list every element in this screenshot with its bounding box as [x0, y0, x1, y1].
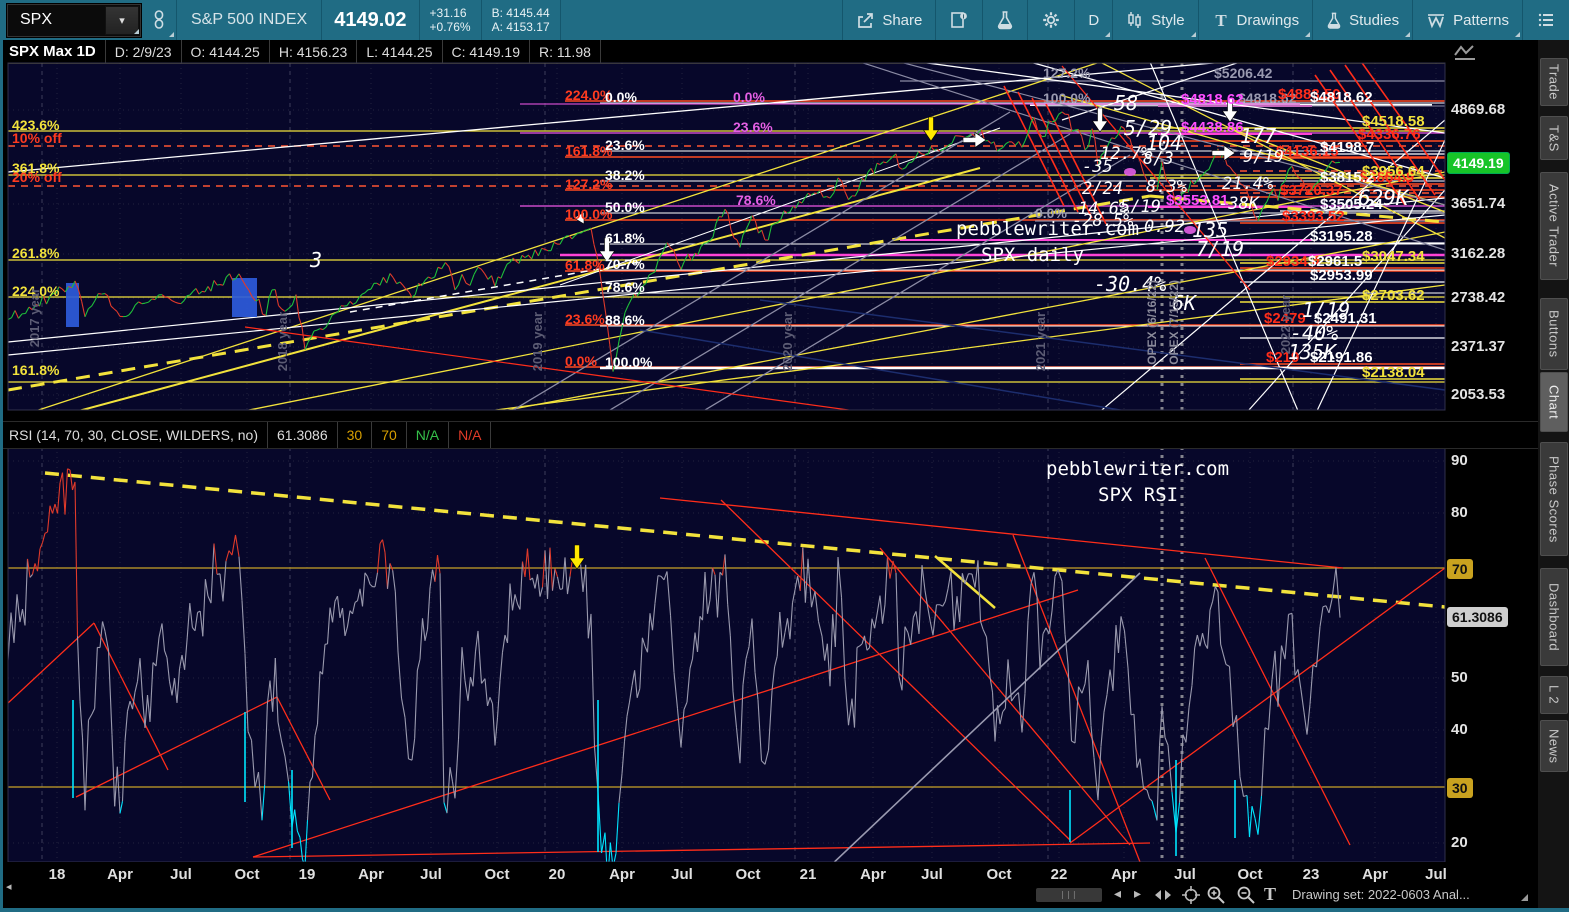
separator — [842, 0, 844, 40]
time-axis[interactable] — [0, 862, 1538, 884]
menu-icon — [1538, 13, 1553, 27]
share-button[interactable]: Share — [843, 0, 935, 40]
rsi-study-name[interactable]: RSI (14, 70, 30, CLOSE, WILDERS, no) — [0, 422, 268, 448]
separator — [982, 0, 984, 40]
gear-icon — [1043, 12, 1060, 28]
symbol-input[interactable]: SPX ▾ — [6, 2, 142, 38]
pan-icon[interactable] — [1152, 888, 1174, 902]
timeframe-button[interactable]: D — [1075, 0, 1112, 40]
left-edge-strip — [0, 40, 3, 908]
separator — [1074, 0, 1076, 40]
separator — [1027, 0, 1029, 40]
chart-title: SPX Max 1D — [0, 40, 106, 63]
rsi-na-green: N/A — [407, 422, 450, 448]
drawings-label: Drawings — [1236, 11, 1300, 29]
drawings-button[interactable]: T Drawings — [1199, 0, 1313, 40]
sidebar-tab-l-2[interactable]: L 2 — [1540, 676, 1568, 714]
menu-button[interactable] — [1523, 0, 1569, 40]
ohlc-open: O: 4144.25 — [182, 40, 270, 63]
sidebar-tab-buttons[interactable]: Buttons — [1540, 298, 1568, 370]
change-value: +31.16 — [429, 6, 467, 20]
separator — [1112, 0, 1114, 40]
sidebar-tab-chart[interactable]: Chart — [1540, 372, 1568, 432]
patterns-icon — [1428, 13, 1445, 28]
bottom-toolbar: ◂ ||| ◂ ▸ T Drawing set: 2022-0603 Anal.… — [0, 881, 1538, 908]
notes-button[interactable]: i — [936, 0, 982, 40]
bid-ask-block: B: 4145.44 A: 4153.17 — [482, 6, 560, 34]
rsi-low-level: 30 — [338, 422, 373, 448]
ohlc-range: R: 11.98 — [530, 40, 601, 63]
link-button[interactable] — [142, 0, 176, 40]
ohlc-close: C: 4149.19 — [443, 40, 530, 63]
separator — [1412, 0, 1414, 40]
sidebar-tab-t-s[interactable]: T&S — [1540, 116, 1568, 160]
patterns-label: Patterns — [1453, 11, 1509, 29]
separator — [1197, 0, 1199, 40]
separator — [1312, 0, 1314, 40]
text-tool-button[interactable]: T — [1264, 884, 1277, 904]
ohlc-header: SPX Max 1D D: 2/9/23 O: 4144.25 H: 4156.… — [0, 40, 1538, 63]
sidebar-tab-phase-scores[interactable]: Phase Scores — [1540, 442, 1568, 556]
flask-icon — [998, 11, 1013, 30]
text-tool-icon: T — [1215, 11, 1227, 30]
separator — [480, 0, 482, 40]
sidebar-tab-active-trader[interactable]: Active Trader — [1540, 172, 1568, 280]
settings-button[interactable] — [1028, 0, 1074, 40]
sidebar-tab-trade[interactable]: Trade — [1540, 58, 1568, 106]
studies-label: Studies — [1349, 11, 1400, 29]
drawing-set-caret-icon — [1521, 894, 1528, 901]
chart-settings-icon[interactable] — [1452, 44, 1478, 62]
crosshair-target-icon[interactable] — [1182, 886, 1200, 904]
separator — [418, 0, 420, 40]
sidebar-tab-dashboard[interactable]: Dashboard — [1540, 568, 1568, 666]
style-label: Style — [1151, 11, 1185, 29]
share-icon — [858, 12, 874, 28]
timeframe-label: D — [1088, 11, 1100, 29]
scroll-forward-icon[interactable]: ▸ — [1134, 885, 1142, 901]
share-label: Share — [882, 11, 923, 29]
zoom-out-icon[interactable] — [1236, 885, 1256, 905]
change-percent: +0.76% — [429, 20, 471, 34]
symbol-text: SPX — [20, 11, 53, 28]
rsi-value: 61.3086 — [268, 422, 338, 448]
patterns-button[interactable]: Patterns — [1413, 0, 1522, 40]
svg-text:i: i — [963, 13, 965, 20]
right-sidebar: Trade T&S Active Trader Buttons Chart Phase S… — [1538, 40, 1569, 908]
studies-flask-icon — [1327, 12, 1341, 29]
note-icon: i — [951, 12, 968, 28]
change-block: +31.16 +0.76% — [420, 6, 481, 34]
bid-value: B: 4145.44 — [491, 6, 550, 20]
ohlc-low: L: 4144.25 — [357, 40, 443, 63]
ohlc-high: H: 4156.23 — [270, 40, 358, 63]
svg-text:T: T — [1215, 11, 1227, 30]
scroll-back-icon[interactable]: ◂ — [1114, 885, 1122, 901]
style-button[interactable]: Style — [1113, 0, 1197, 40]
studies-button[interactable]: Studies — [1313, 0, 1412, 40]
time-scrollbar[interactable]: ||| — [1036, 888, 1102, 902]
bottom-edge-strip — [0, 908, 1569, 912]
separator — [1522, 0, 1523, 40]
separator — [321, 0, 323, 40]
top-toolbar: SPX ▾ S&P 500 INDEX 4149.02 +31.16 +0.76… — [0, 0, 1569, 40]
ask-value: A: 4153.17 — [491, 20, 550, 34]
ohlc-date: D: 2/9/23 — [106, 40, 182, 63]
rsi-high-level: 70 — [372, 422, 407, 448]
zoom-in-icon[interactable] — [1206, 885, 1226, 905]
separator — [176, 0, 177, 40]
link-icon — [154, 10, 164, 29]
separator — [935, 0, 937, 40]
separator — [559, 0, 561, 40]
symbol-description: S&P 500 INDEX — [191, 11, 308, 28]
candle-style-icon — [1128, 12, 1141, 28]
collapse-left-icon[interactable]: ◂ — [6, 881, 12, 893]
drawing-set-selector[interactable]: Drawing set: 2022-0603 Anal... — [1292, 887, 1470, 902]
rsi-header: RSI (14, 70, 30, CLOSE, WILDERS, no) 61.… — [0, 421, 1538, 449]
sidebar-tab-news[interactable]: News — [1540, 720, 1568, 772]
rsi-na-red: N/A — [449, 422, 492, 448]
last-price: 4149.02 — [334, 8, 407, 31]
analyze-button[interactable] — [983, 0, 1027, 40]
